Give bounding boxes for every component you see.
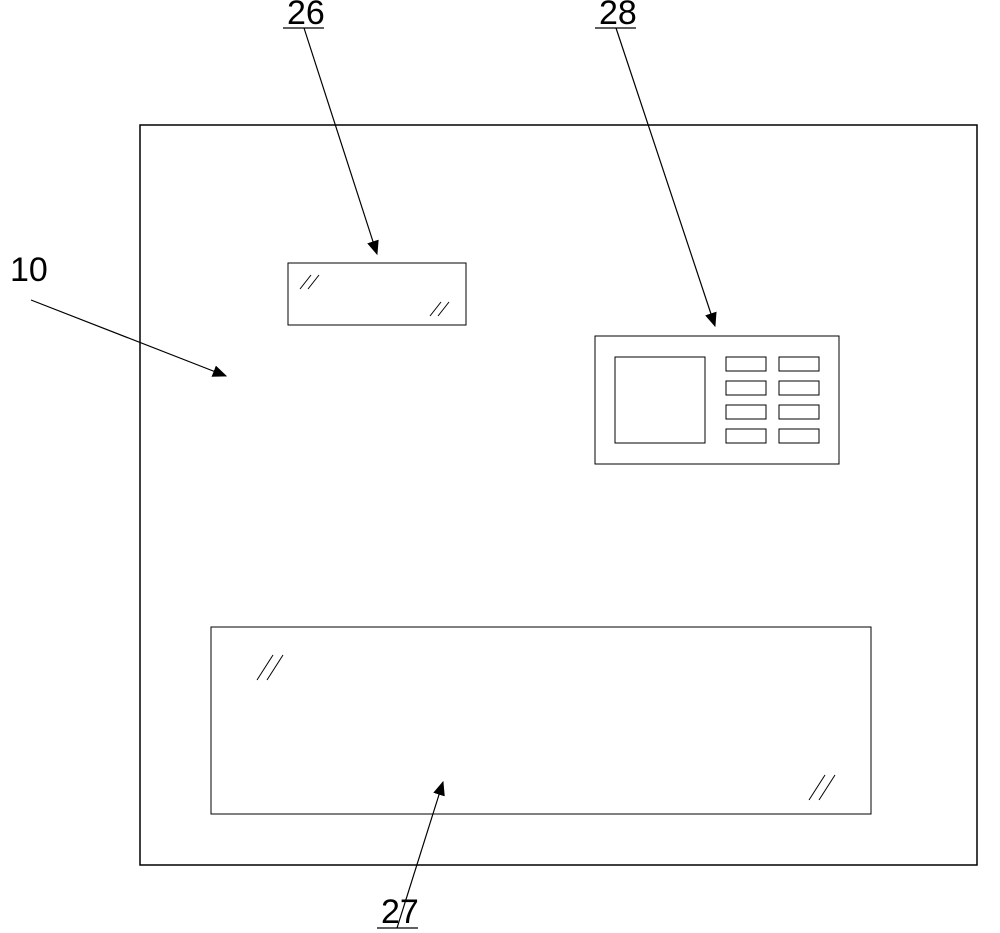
label-27: 27 (381, 893, 419, 932)
label-28: 28 (599, 0, 637, 33)
control-panel-screen (615, 357, 705, 443)
control-panel-button (779, 429, 819, 443)
control-panel-button (779, 405, 819, 419)
control-panel-button (779, 381, 819, 395)
control-panel-button (726, 381, 766, 395)
window-27 (211, 627, 871, 814)
leader-26 (304, 28, 377, 254)
window-26 (288, 263, 466, 325)
label-26: 26 (287, 0, 325, 33)
technical-diagram (0, 0, 1000, 933)
control-panel-button (726, 405, 766, 419)
leader-10 (31, 300, 226, 376)
control-panel-button (726, 429, 766, 443)
leader-28 (616, 28, 715, 326)
label-10: 10 (10, 251, 48, 290)
control-panel-button (779, 357, 819, 371)
control-panel-button (726, 357, 766, 371)
outer-frame (140, 125, 977, 865)
control-panel (595, 336, 839, 464)
